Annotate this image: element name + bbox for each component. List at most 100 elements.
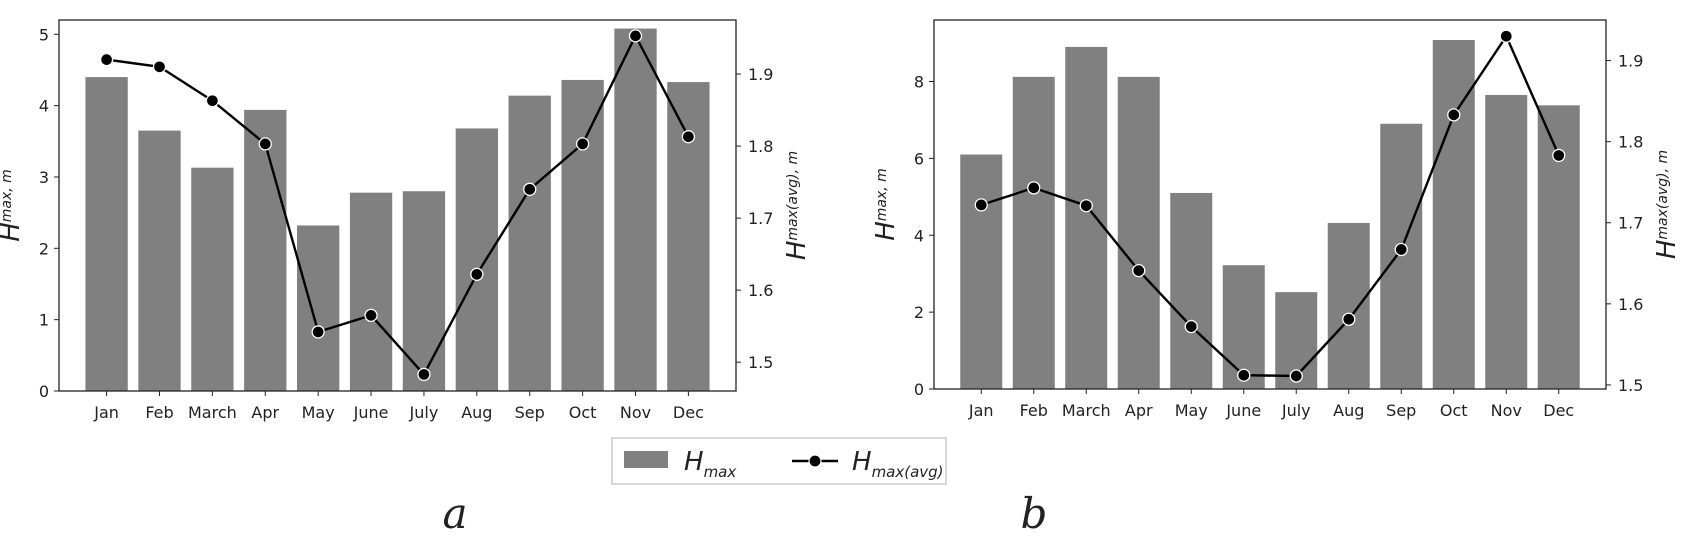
x-tick-label: March	[188, 403, 237, 422]
line-point-aug	[470, 267, 484, 281]
bar-nov	[614, 28, 657, 392]
x-tick-label: March	[1062, 401, 1111, 420]
x-tick-label: Feb	[145, 403, 173, 422]
x-tick-label: June	[1225, 401, 1261, 420]
y2-axis-title: Hmax(avg), m	[1652, 150, 1682, 259]
legend-bar-label: Hmax	[684, 447, 736, 481]
line-point-nov	[628, 29, 643, 43]
y2-tick-label: 1.5	[748, 353, 773, 372]
bar-sep	[1380, 123, 1423, 389]
bar-jan	[960, 154, 1003, 389]
y-tick-label: 6	[914, 149, 924, 168]
y-tick-label: 4	[914, 226, 924, 245]
bar-june	[1222, 265, 1265, 389]
y2-tick-label: 1.9	[748, 65, 773, 84]
line-point-oct	[1447, 108, 1461, 122]
bar-may	[297, 225, 340, 391]
y2-tick-label: 1.8	[748, 137, 773, 156]
y2-tick-label: 1.5	[1618, 376, 1643, 395]
line-point-aug	[1342, 312, 1356, 326]
y-axis-title: Hmax, m	[0, 169, 26, 242]
bar-dec	[667, 82, 710, 391]
line-point-apr	[258, 137, 272, 151]
line-point-june	[1237, 368, 1251, 382]
line-point-may	[311, 325, 325, 339]
line-point-jan	[974, 198, 988, 212]
y-tick-label: 2	[39, 239, 49, 258]
line-point-july	[1289, 369, 1303, 383]
bar-march	[1065, 46, 1108, 389]
bar-apr	[1117, 76, 1160, 389]
bar-sep	[508, 95, 551, 391]
x-tick-label: Apr	[251, 403, 279, 422]
panel-b: Jan Feb March Apr May June July Aug Sep Oct Nov Dec…	[871, 19, 1682, 420]
x-tick-label: July	[1281, 401, 1311, 420]
y2-tick-label: 1.6	[1618, 295, 1643, 314]
y-axis-title: Hmax, m	[871, 168, 901, 241]
x-tick-label: Jan	[968, 401, 994, 420]
y-tick-label: 2	[914, 303, 924, 322]
x-tick-label: Oct	[569, 403, 597, 422]
y2-tick-label: 1.6	[748, 281, 773, 300]
x-tick-label: Sep	[515, 403, 545, 422]
x-tick-label: Dec	[1543, 401, 1574, 420]
line-point-feb	[1027, 181, 1041, 195]
plot-frame	[933, 19, 1607, 390]
x-tick-label: June	[353, 403, 389, 422]
bar-aug	[455, 128, 498, 391]
line-point-june	[364, 308, 378, 323]
line-point-march	[205, 94, 220, 108]
panel-label-a: a	[442, 489, 467, 538]
x-tick-label: Feb	[1020, 401, 1048, 420]
line-point-may	[1184, 319, 1198, 334]
bar-feb	[138, 130, 181, 391]
x-tick-label: May	[302, 403, 335, 422]
line-point-dec	[681, 130, 696, 144]
x-tick-label: Aug	[461, 403, 492, 422]
y2-tick-label: 1.7	[748, 209, 773, 228]
line-point-march	[1079, 199, 1093, 213]
x-tick-label: Oct	[1440, 401, 1468, 420]
x-tick-label: Nov	[1491, 401, 1522, 420]
x-tick-label: July	[409, 403, 439, 422]
legend-line-marker	[808, 454, 822, 468]
y-tick-label: 0	[914, 380, 924, 399]
y-tick-label: 4	[39, 97, 49, 116]
legend: Hmax Hmax(avg)	[611, 437, 947, 485]
line-point-nov	[1499, 29, 1513, 43]
bar-oct	[561, 79, 604, 391]
y-tick-label: 1	[39, 311, 49, 330]
bar-apr	[244, 109, 287, 392]
line-point-sep	[1394, 242, 1408, 257]
y-tick-label: 0	[39, 382, 49, 401]
plot-frame	[58, 19, 737, 392]
bar-july	[402, 191, 446, 391]
bar-june	[349, 192, 393, 391]
y2-tick-label: 1.7	[1618, 214, 1643, 233]
y-tick-label: 8	[914, 73, 924, 92]
legend-line-label: Hmax(avg)	[852, 447, 944, 481]
bar-jan	[85, 77, 128, 392]
y2-axis-title: Hmax(avg), m	[782, 151, 812, 260]
x-tick-label: Dec	[673, 403, 704, 422]
bar-oct	[1432, 39, 1475, 390]
y-tick-label: 3	[39, 168, 49, 187]
line-point-july	[417, 367, 431, 382]
x-tick-label: Jan	[93, 403, 119, 422]
line-point-oct	[575, 137, 590, 151]
panel-a: Jan Feb March Apr May June July Aug Sep Oct Nov Dec…	[0, 19, 812, 422]
panel-label-b: b	[1021, 489, 1048, 538]
y2-tick-label: 1.8	[1618, 133, 1643, 152]
bar-feb	[1012, 76, 1055, 389]
bar-may	[1170, 192, 1213, 389]
x-tick-label: Sep	[1386, 401, 1416, 420]
line-point-apr	[1132, 263, 1146, 278]
x-tick-label: Aug	[1333, 401, 1364, 420]
bar-dec	[1537, 105, 1580, 390]
bar-nov	[1485, 94, 1528, 389]
line-point-sep	[523, 182, 537, 196]
bar-march	[191, 167, 234, 391]
x-tick-label: May	[1175, 401, 1208, 420]
line-point-jan	[99, 52, 114, 67]
